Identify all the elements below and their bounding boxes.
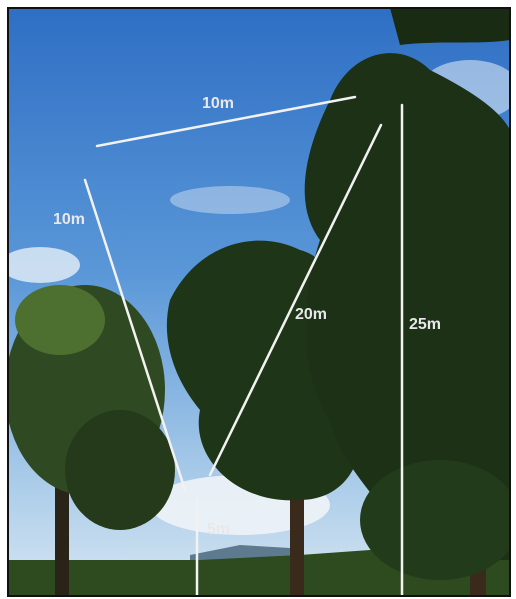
tree <box>65 410 175 530</box>
tree <box>15 285 105 355</box>
scene: 10m 10m 20m 25m 5m <box>8 8 510 596</box>
length-label: 20m <box>295 306 327 323</box>
frame <box>7 7 511 597</box>
length-label: 10m <box>202 95 234 112</box>
measure-line <box>95 95 357 148</box>
measure-line <box>208 123 383 477</box>
length-label: 5m <box>207 521 230 538</box>
branch <box>390 8 510 45</box>
tree <box>304 53 510 560</box>
tree <box>360 460 510 580</box>
length-label: 25m <box>409 316 441 333</box>
cloud <box>8 247 80 283</box>
measure-line <box>83 178 187 492</box>
length-label: 10m <box>53 211 85 228</box>
cloud <box>170 186 290 214</box>
